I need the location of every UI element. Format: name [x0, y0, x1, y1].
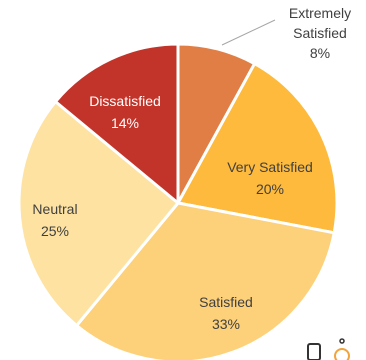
corner-icons	[307, 338, 350, 360]
pie-slice-dissatisfied	[53, 42, 180, 205]
person-icon	[334, 348, 350, 360]
slice-label-very-satisfied: Very Satisfied 20%	[227, 159, 313, 197]
pie-slice-neutral	[17, 100, 180, 328]
leader-line	[221, 19, 276, 46]
pie-slices	[17, 42, 339, 360]
slice-label-extremely-satisfied: Extremely Satisfied 8%	[289, 5, 351, 61]
slice-label-neutral: Neutral 25%	[32, 201, 77, 239]
slice-label-dissatisfied: Dissatisfied 14%	[89, 93, 161, 131]
pie-slice-very-satisfied	[176, 62, 339, 235]
slice-label-satisfied: Satisfied 33%	[199, 294, 253, 332]
pie-slice-satisfied	[75, 201, 336, 360]
copy-icon	[307, 343, 321, 360]
person-icon-head	[339, 338, 345, 344]
slice-labels: Extremely Satisfied 8% Very Satisfied 20% Sat…	[32, 5, 351, 332]
